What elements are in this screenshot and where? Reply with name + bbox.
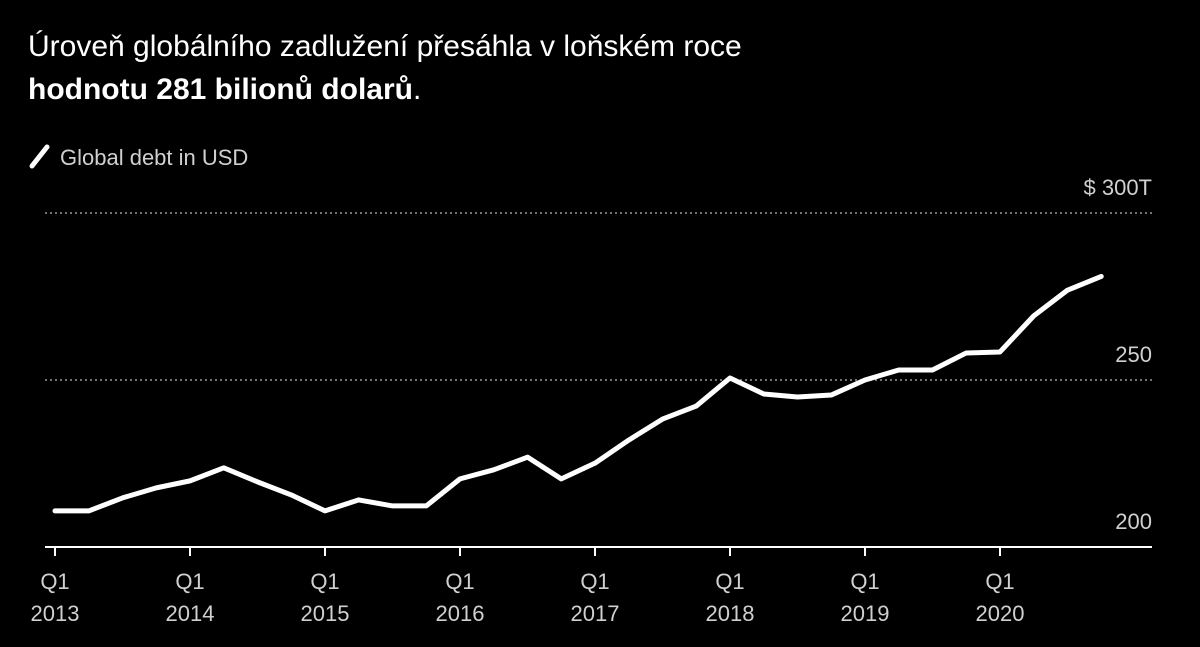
x-tick-label: Q1 2020 — [976, 569, 1025, 626]
x-tick-label-line: Q1 — [445, 569, 474, 594]
chart-title-end: . — [413, 73, 421, 106]
x-tick-label-line: 2019 — [841, 601, 890, 626]
x-tick-label: Q1 2014 — [166, 569, 215, 626]
y-tick-label: 250 — [1115, 342, 1152, 367]
x-tick-label: Q1 2018 — [706, 569, 755, 626]
x-tick-label-line: Q1 — [310, 569, 339, 594]
x-tick-label-line: Q1 — [40, 569, 69, 594]
x-tick-label-line: 2018 — [706, 601, 755, 626]
y-tick-label: 200 — [1115, 509, 1152, 534]
x-tick-label: Q1 2016 — [436, 569, 485, 626]
chart-title-highlight: hodnotu 281 bilionů dolarů. — [28, 73, 421, 106]
x-tick-label-line: Q1 — [715, 569, 744, 594]
y-tick-label: $ 300T — [1084, 175, 1153, 200]
x-tick-label: Q1 2017 — [571, 569, 620, 626]
x-tick-label-line: 2015 — [301, 601, 350, 626]
x-tick-label-line: Q1 — [985, 569, 1014, 594]
x-tick-label-line: Q1 — [850, 569, 879, 594]
legend-swatch — [29, 144, 50, 169]
chart-title: Úroveň globálního zadlužení přesáhla v l… — [28, 30, 742, 63]
x-tick-label-line: 2013 — [31, 601, 80, 626]
x-tick-label: Q1 2015 — [301, 569, 350, 626]
x-tick-label-line: Q1 — [175, 569, 204, 594]
x-tick-label-line: 2020 — [976, 601, 1025, 626]
chart-title-bold: hodnotu 281 bilionů dolarů — [28, 73, 413, 106]
legend-label: Global debt in USD — [60, 145, 248, 170]
x-tick-label-line: 2017 — [571, 601, 620, 626]
x-tick-label: Q1 2019 — [841, 569, 890, 626]
x-tick-label: Q1 2013 — [31, 569, 80, 626]
x-tick-label-line: 2016 — [436, 601, 485, 626]
x-tick-label-line: Q1 — [580, 569, 609, 594]
x-tick-label-line: 2014 — [166, 601, 215, 626]
line-series — [52, 273, 1104, 514]
